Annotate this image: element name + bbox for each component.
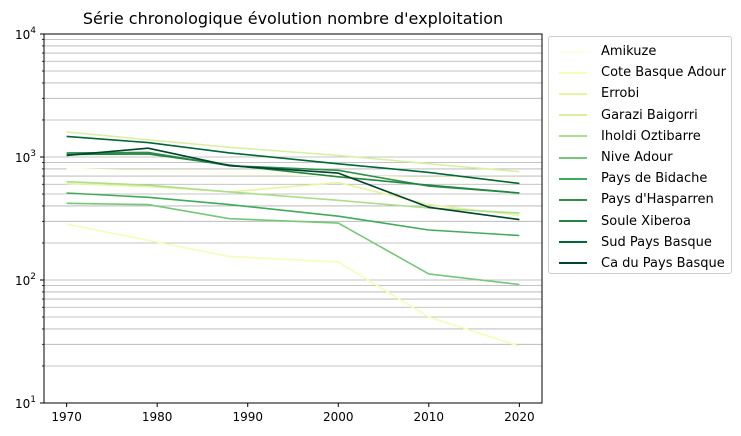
series-lines — [66, 131, 520, 347]
legend-swatch — [559, 114, 587, 117]
series-line-5 — [66, 202, 520, 286]
legend-item: Pays de Bidache — [549, 168, 731, 189]
legend-item: Soule Xiberoa — [549, 211, 731, 232]
legend-swatch — [559, 92, 587, 95]
x-tick-label: 2010 — [414, 410, 445, 424]
legend-label: Cote Basque Adour — [601, 65, 726, 81]
legend-label: Soule Xiberoa — [601, 213, 691, 229]
legend-label: Sud Pays Basque — [601, 234, 712, 250]
grid-lines — [44, 33, 542, 404]
legend-label: Nive Adour — [601, 150, 673, 166]
legend-item: Cote Basque Adour — [549, 62, 731, 83]
legend-swatch — [559, 262, 587, 265]
y-axis-ticks: 101 102 103 104 — [15, 26, 44, 411]
legend-item: Nive Adour — [549, 147, 731, 168]
series-line-10 — [66, 147, 520, 221]
legend-swatch — [559, 71, 587, 74]
legend-item: Amikuze — [549, 41, 731, 62]
series-line-0 — [66, 168, 520, 180]
y-tick-label: 101 — [15, 395, 36, 411]
x-axis-ticks: 1970 1980 1990 2000 2010 2020 — [51, 403, 535, 424]
legend-item: Errobi — [549, 83, 731, 104]
legend-label: Errobi — [601, 86, 640, 102]
series-line-2 — [66, 181, 520, 217]
legend-swatch — [559, 135, 587, 138]
legend-label: Garazi Baigorri — [601, 107, 698, 123]
legend-swatch — [559, 177, 587, 180]
series-line-3 — [66, 131, 520, 173]
legend-item: Sud Pays Basque — [549, 232, 731, 253]
legend-label: Ca du Pays Basque — [601, 255, 725, 271]
legend-swatch — [559, 50, 587, 53]
series-line-1 — [66, 223, 520, 347]
legend-item: Ca du Pays Basque — [549, 253, 731, 274]
legend-swatch — [559, 241, 587, 244]
y-tick-label: 102 — [15, 272, 36, 288]
x-tick-label: 1970 — [51, 410, 82, 424]
y-tick-label: 103 — [15, 149, 36, 165]
x-tick-label: 1990 — [232, 410, 263, 424]
legend-item: Iholdi Oztibarre — [549, 126, 731, 147]
x-tick-label: 2020 — [504, 410, 535, 424]
series-line-8 — [66, 153, 520, 194]
x-tick-label: 2000 — [323, 410, 354, 424]
legend-label: Pays d'Hasparren — [601, 192, 714, 208]
legend-item: Garazi Baigorri — [549, 105, 731, 126]
plot-frame — [43, 33, 543, 404]
chart-title: Série chronologique évolution nombre d'e… — [83, 9, 503, 28]
series-line-6 — [66, 192, 520, 237]
legend-label: Amikuze — [601, 44, 657, 60]
x-tick-label: 1980 — [142, 410, 173, 424]
legend-swatch — [559, 198, 587, 201]
legend-label: Iholdi Oztibarre — [601, 128, 701, 144]
y-tick-label: 104 — [15, 26, 36, 42]
series-line-9 — [66, 135, 520, 185]
legend-label: Pays de Bidache — [601, 171, 708, 187]
legend-swatch — [559, 220, 587, 223]
legend-swatch — [559, 156, 587, 159]
legend-item: Pays d'Hasparren — [549, 189, 731, 210]
legend: Amikuze Cote Basque Adour Errobi Garazi Bai… — [548, 36, 732, 274]
